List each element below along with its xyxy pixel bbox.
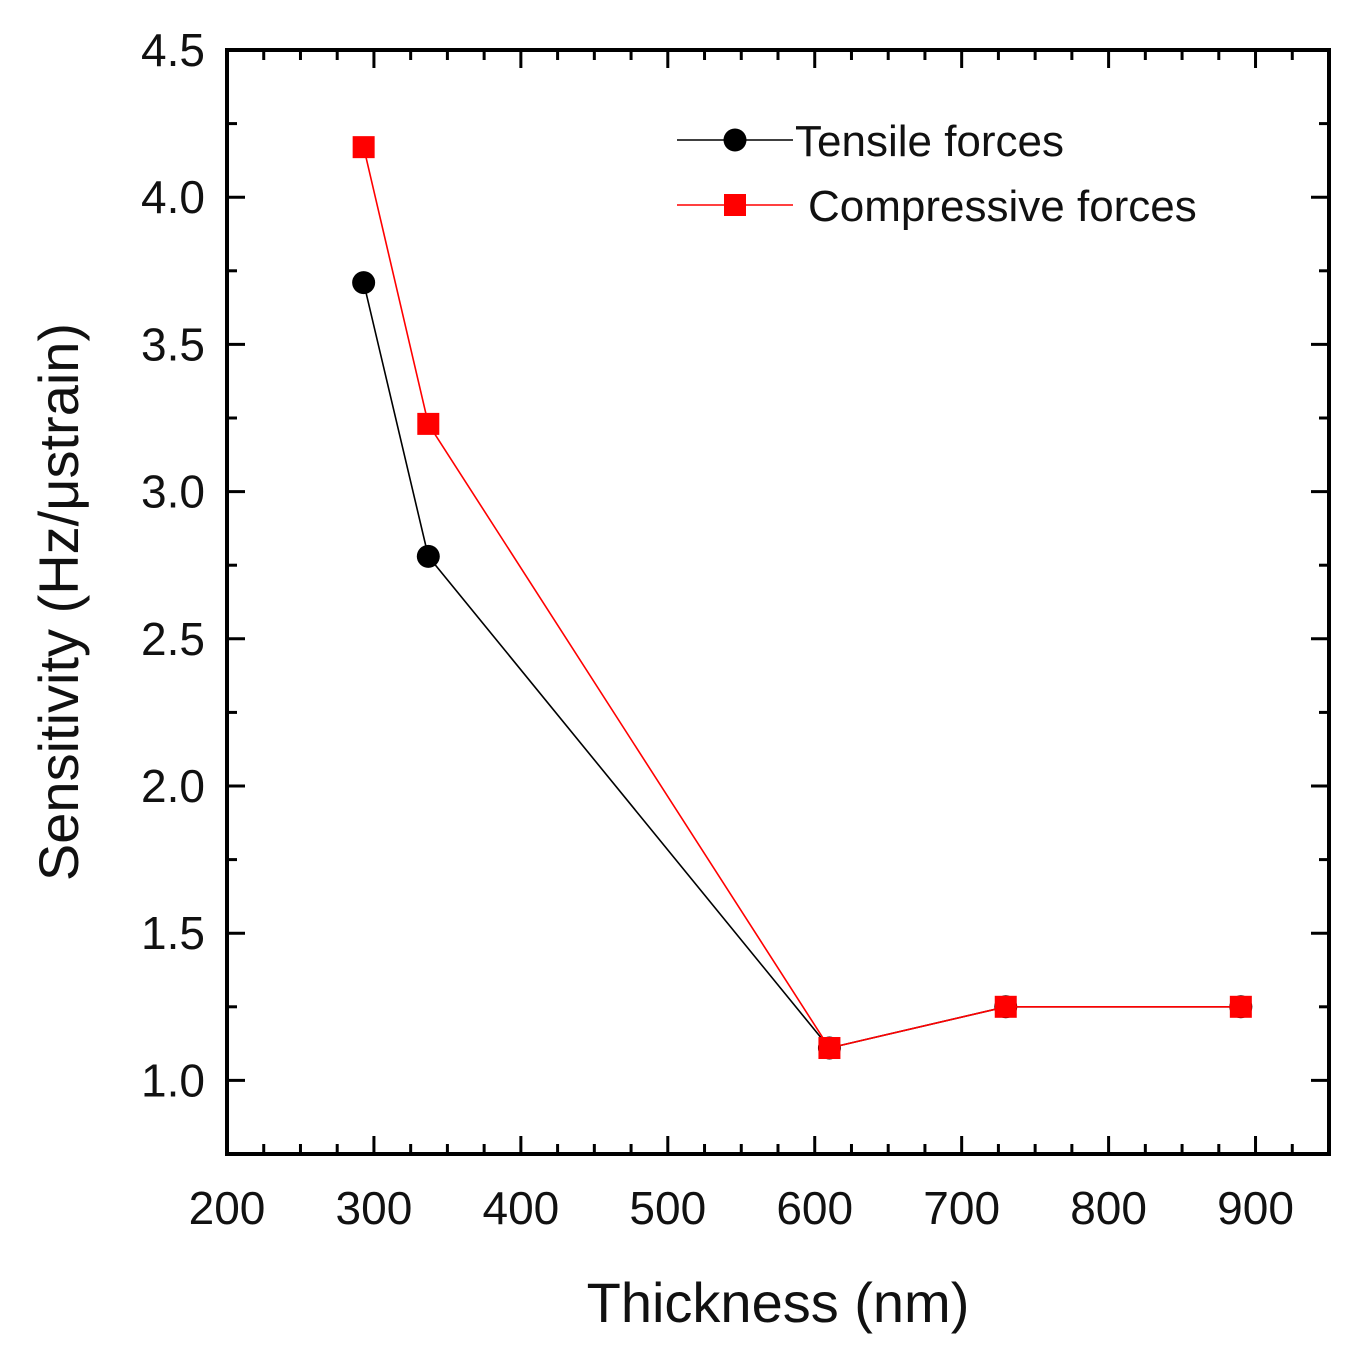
legend-item-tensile: Tensile forces (677, 117, 1064, 166)
data-point (818, 1037, 841, 1060)
x-tick-label: 500 (629, 1182, 706, 1234)
x-axis-title: Thickness (nm) (587, 1271, 970, 1334)
legend-item-compressive: Compressive forces (677, 182, 1197, 231)
series-tensile (352, 271, 1253, 1060)
series-line (362, 282, 1241, 1049)
x-tick-label: 200 (189, 1182, 266, 1234)
x-tick-label: 700 (923, 1182, 1000, 1234)
y-tick-label: 3.5 (141, 318, 205, 370)
data-point (352, 136, 375, 159)
legend-label-compressive: Compressive forces (808, 182, 1197, 231)
data-point (994, 995, 1017, 1018)
y-tick-label: 1.0 (141, 1054, 205, 1106)
plot-frame (225, 48, 1331, 1156)
data-point (417, 412, 440, 435)
series-line (362, 146, 1241, 1049)
tick-labels: 200 300 400 500 600 700 800 900 1.0 1.5 2.0 2.5 3.0 3… (141, 24, 1294, 1234)
x-tick-label: 900 (1217, 1182, 1294, 1234)
x-tick-label: 300 (336, 1182, 413, 1234)
legend: Tensile forces Compressive forces (677, 117, 1197, 231)
data-point (416, 544, 440, 568)
x-tick-label: 800 (1070, 1182, 1147, 1234)
y-tick-label: 3.0 (141, 466, 205, 518)
y-tick-label: 4.0 (141, 171, 205, 223)
y-tick-label: 4.5 (141, 24, 205, 76)
x-tick-label: 400 (482, 1182, 559, 1234)
series-compressive (352, 136, 1252, 1060)
legend-label-tensile: Tensile forces (795, 117, 1064, 166)
data-point (352, 271, 376, 295)
x-tick-label: 600 (776, 1182, 853, 1234)
legend-marker-tensile (723, 128, 747, 152)
legend-marker-compressive (724, 194, 746, 216)
y-tick-label: 1.5 (141, 907, 205, 959)
series-layer (352, 136, 1253, 1060)
data-point (1229, 995, 1252, 1018)
y-axis-title: Sensitivity (Hz/μstrain) (27, 323, 90, 881)
y-tick-label: 2.0 (141, 760, 205, 812)
y-tick-label: 2.5 (141, 613, 205, 665)
